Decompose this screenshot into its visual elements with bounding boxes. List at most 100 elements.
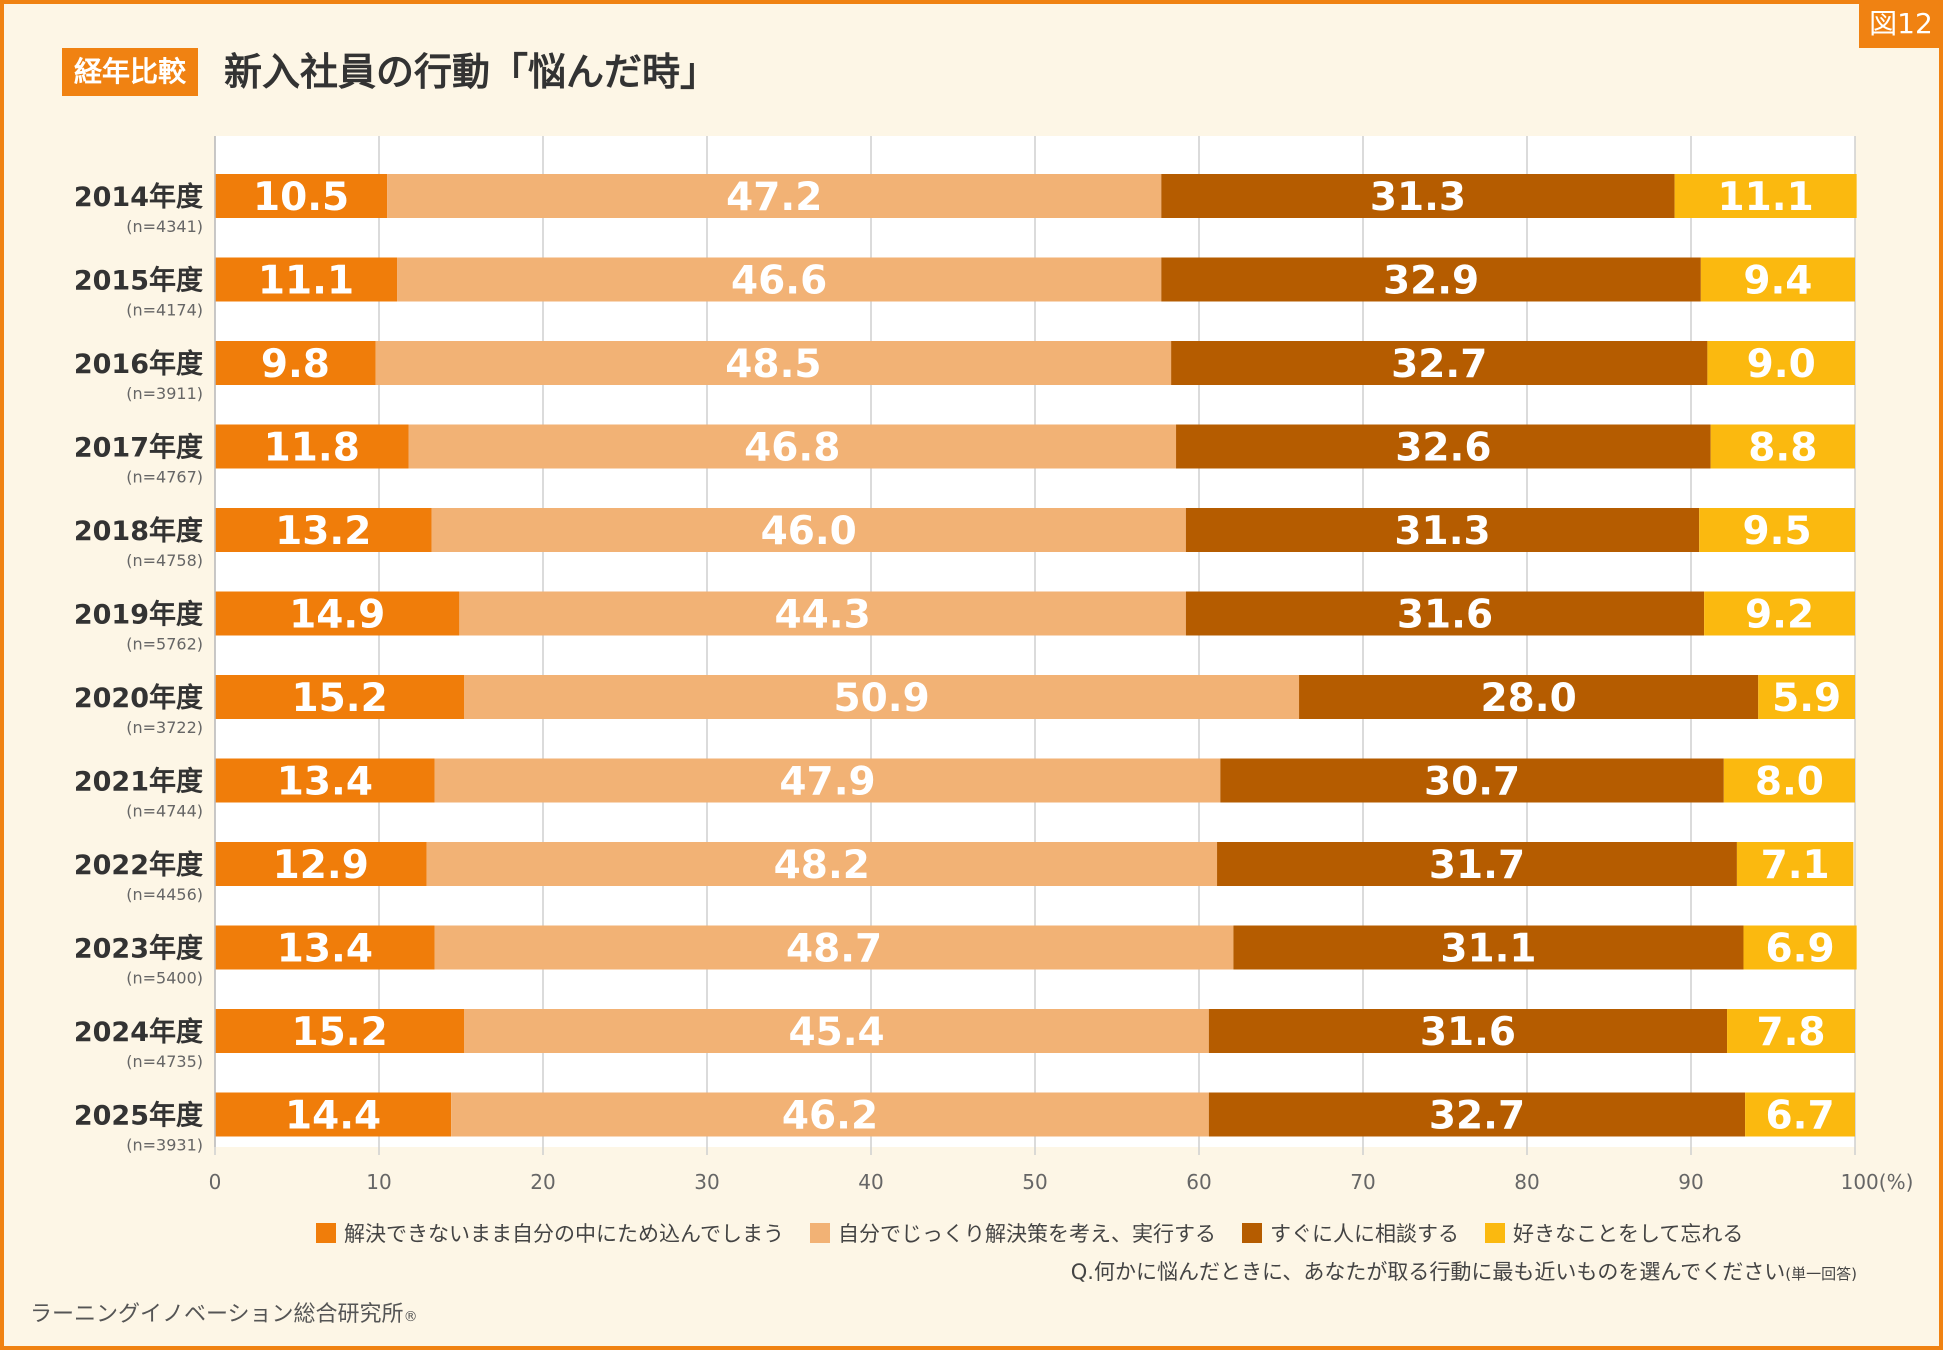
bar-segment	[1185, 591, 1705, 636]
sample-size-label: (n=4767)	[126, 468, 203, 487]
bar-segment	[1176, 424, 1711, 469]
x-tick-label: 0	[209, 1170, 222, 1194]
data-label: 12.9	[273, 843, 369, 888]
x-tick-label: 90	[1678, 1170, 1703, 1194]
sample-size-label: (n=4456)	[126, 885, 203, 904]
bar-segment	[215, 508, 432, 552]
question-text: Q.何かに悩んだときに、あなたが取る行動に最も近いものを選んでください	[1070, 1260, 1786, 1284]
legend-swatch	[809, 1223, 830, 1243]
data-label: 5.9	[1772, 676, 1841, 721]
data-label: 44.3	[775, 593, 871, 638]
sample-size-label: (n=4174)	[126, 301, 203, 320]
bar-segment	[1217, 842, 1737, 886]
data-label: 8.8	[1748, 426, 1817, 471]
data-label: 32.7	[1391, 342, 1487, 387]
legend-label: 好きなことをして忘れる	[1512, 1222, 1744, 1246]
x-tick-label: 70	[1350, 1170, 1375, 1194]
category-label: 2015年度	[74, 265, 203, 297]
bar-segment	[1208, 1092, 1746, 1137]
bar-segment	[1745, 1092, 1855, 1137]
x-tick-label: 100(%)	[1841, 1170, 1914, 1194]
data-label: 31.6	[1397, 593, 1493, 638]
data-label: 46.6	[731, 259, 827, 304]
bar-segment	[431, 508, 1186, 552]
data-label: 10.5	[253, 175, 349, 220]
bar-segment	[1723, 758, 1855, 803]
legend-item: 自分でじっくり解決策を考え、実行する	[809, 1218, 1216, 1248]
bar-segment	[1727, 1009, 1855, 1053]
figure-tag: 図12	[1859, 0, 1943, 48]
data-label: 11.1	[1718, 175, 1814, 220]
bar-segment	[1208, 1009, 1728, 1053]
data-label: 14.4	[285, 1094, 381, 1139]
x-tick-label: 10	[366, 1170, 391, 1194]
bar-segment	[215, 758, 435, 803]
chart-legend: 解決できないまま自分の中にため込んでしまう 自分でじっくり解決策を考え、実行する す…	[316, 1218, 1743, 1248]
data-label: 9.8	[261, 342, 330, 387]
data-label: 32.6	[1395, 426, 1491, 471]
data-label: 9.5	[1743, 509, 1812, 554]
category-label: 2024年度	[74, 1016, 203, 1048]
data-label: 13.4	[277, 927, 373, 972]
x-tick-label: 40	[858, 1170, 883, 1194]
data-label: 32.7	[1429, 1094, 1525, 1139]
data-label: 7.8	[1756, 1010, 1825, 1055]
bar-segment	[1758, 675, 1855, 719]
legend-item: すぐに人に相談する	[1241, 1218, 1459, 1248]
category-label: 2016年度	[74, 348, 203, 380]
data-label: 32.9	[1383, 259, 1479, 304]
category-label: 2025年度	[74, 1100, 203, 1132]
data-label: 46.0	[761, 509, 857, 554]
data-label: 48.2	[774, 843, 870, 888]
bar-segment	[215, 424, 409, 469]
data-label: 31.7	[1429, 843, 1525, 888]
data-label: 47.2	[726, 175, 822, 220]
sample-size-label: (n=4744)	[126, 802, 203, 821]
sample-size-label: (n=3911)	[126, 384, 203, 403]
bar-segment	[408, 424, 1177, 469]
category-label: 2023年度	[74, 933, 203, 965]
chart-title: 新入社員の行動「悩んだ時」	[224, 50, 719, 94]
bar-segment	[215, 174, 388, 218]
data-label: 6.9	[1766, 927, 1835, 972]
bar-segment	[387, 174, 1162, 218]
data-label: 15.2	[292, 1010, 388, 1055]
bar-segment	[1704, 591, 1855, 636]
bar-segment	[451, 1092, 1209, 1137]
bar-segment	[459, 591, 1186, 636]
data-label: 46.8	[744, 426, 840, 471]
bar-segment	[215, 1009, 465, 1053]
x-tick-label: 30	[694, 1170, 719, 1194]
legend-swatch	[1241, 1223, 1262, 1243]
bar-segment	[1736, 842, 1854, 886]
sample-size-label: (n=3722)	[126, 718, 203, 737]
bar-segment	[375, 341, 1172, 385]
source-credit: ラーニングイノベーション総合研究所®	[30, 1296, 418, 1328]
registered-mark: ®	[403, 1309, 418, 1325]
category-label: 2019年度	[74, 599, 203, 631]
data-label: 46.2	[782, 1094, 878, 1139]
bar-segment	[215, 257, 398, 302]
legend-swatch	[316, 1223, 336, 1243]
bar-segment	[215, 675, 465, 719]
data-label: 47.9	[779, 760, 875, 805]
bar-segment	[1233, 925, 1744, 970]
legend-label: 解決できないまま自分の中にため込んでしまう	[344, 1222, 784, 1246]
bar-segment	[1171, 341, 1708, 385]
bar-segment	[1700, 257, 1855, 302]
bar-segment	[215, 1092, 452, 1137]
bar-segment	[434, 925, 1234, 970]
sample-size-label: (n=5400)	[126, 969, 203, 988]
bar-segment	[1220, 758, 1724, 803]
bar-segment	[1710, 424, 1855, 469]
stacked-bar-chart: 0 10 20 30 40 50 60 70 80 90 100(%) 2014年度 (n=4341) 1…	[74, 136, 1914, 1194]
bar-segment	[1674, 174, 1857, 218]
source-text: ラーニングイノベーション総合研究所	[30, 1302, 404, 1327]
bar-segment	[1699, 508, 1855, 552]
category-label: 2022年度	[74, 849, 203, 881]
sample-size-label: (n=4341)	[126, 217, 203, 236]
bar-segment	[215, 341, 376, 385]
data-label: 13.4	[277, 760, 373, 805]
sample-size-label: (n=4735)	[126, 1052, 203, 1071]
data-label: 6.7	[1766, 1094, 1835, 1139]
